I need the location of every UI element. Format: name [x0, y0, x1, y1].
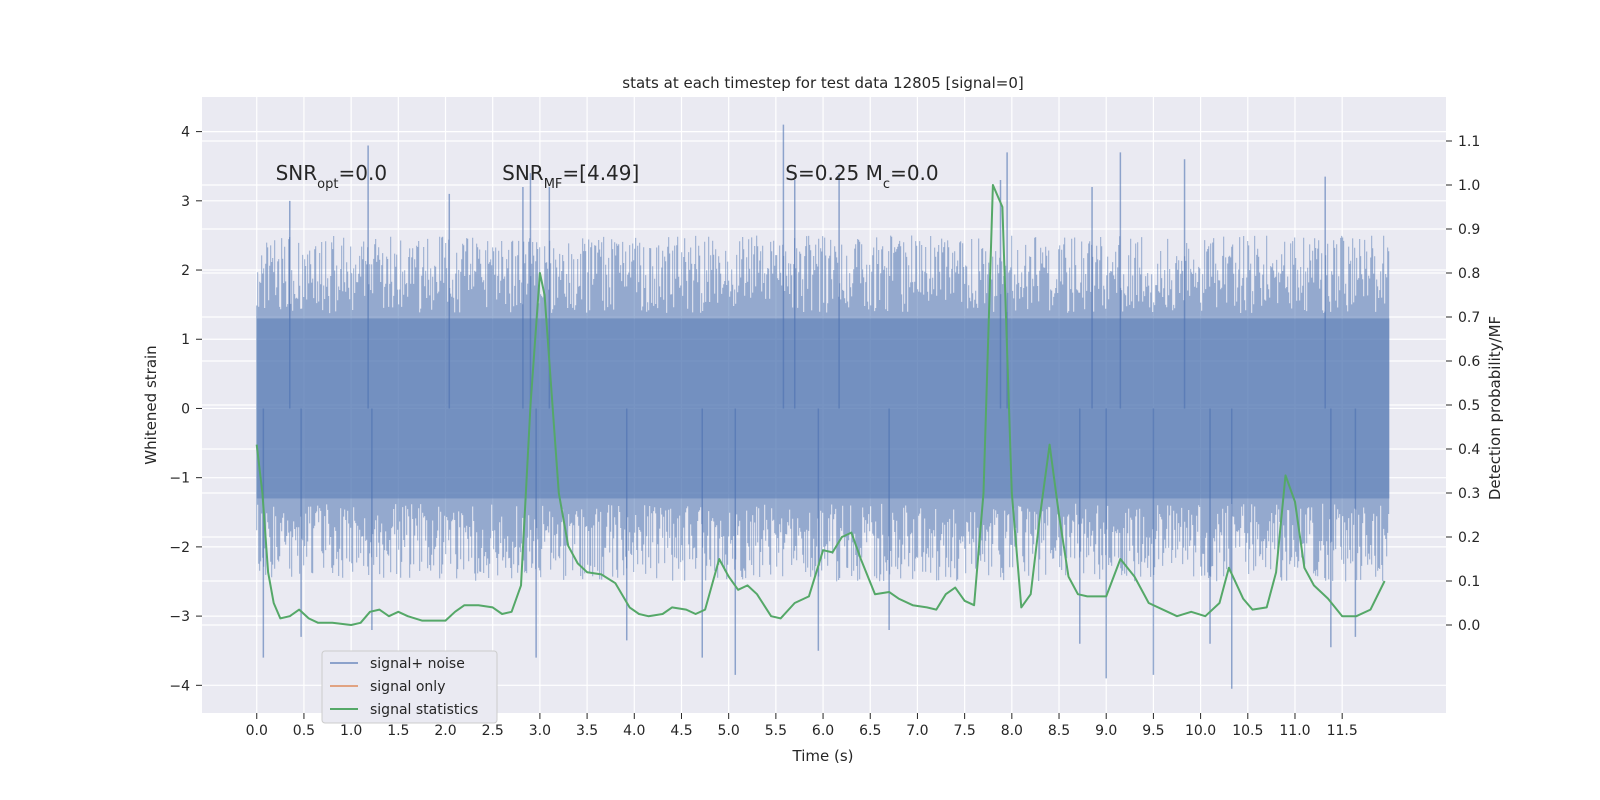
x-tick-label: 4.0 [623, 723, 645, 739]
x-tick-label: 10.0 [1185, 723, 1216, 739]
y-right-tick-label: 0.2 [1458, 530, 1480, 546]
x-tick-label: 11.0 [1279, 723, 1310, 739]
y-axis-right-label: Detection probability/MF [1486, 316, 1504, 500]
y-right-tick-label: 0.8 [1458, 266, 1480, 282]
y-axis-left-ticks: 4 3 2 1 0 −1 −2 −3 −4 [169, 125, 202, 694]
x-tick-label: 7.5 [954, 723, 976, 739]
x-tick-label: 10.5 [1232, 723, 1263, 739]
x-tick-label: 2.5 [482, 723, 504, 739]
y-axis-left-label: Whitened strain [142, 345, 160, 464]
y-right-tick-label: 0.6 [1458, 354, 1480, 370]
x-tick-label: 7.0 [906, 723, 928, 739]
y-left-tick-label: 3 [181, 194, 190, 210]
legend-label-signal-statistics: signal statistics [370, 702, 478, 718]
y-right-tick-label: 0.0 [1458, 618, 1480, 634]
signal-noise-trace [256, 235, 1390, 582]
y-right-tick-label: 1.1 [1458, 134, 1480, 150]
y-left-tick-label: −3 [169, 609, 190, 625]
x-tick-label: 0.5 [293, 723, 315, 739]
x-tick-label: 5.5 [765, 723, 787, 739]
x-tick-label: 4.5 [670, 723, 692, 739]
legend-label-signal-only: signal only [370, 679, 445, 695]
legend-label-signal-noise: signal+ noise [370, 656, 465, 672]
y-left-tick-label: 4 [181, 125, 190, 141]
y-left-tick-label: 0 [181, 401, 190, 417]
chart-title: stats at each timestep for test data 128… [622, 74, 1023, 92]
y-left-tick-label: 1 [181, 332, 190, 348]
x-tick-label: 11.5 [1327, 723, 1358, 739]
y-right-tick-label: 0.1 [1458, 574, 1480, 590]
x-axis-label: Time (s) [792, 747, 854, 765]
legend: signal+ noise signal only signal statist… [321, 650, 498, 724]
x-tick-label: 8.5 [1048, 723, 1070, 739]
x-tick-label: 9.5 [1142, 723, 1164, 739]
y-right-tick-label: 0.5 [1458, 398, 1480, 414]
y-right-tick-label: 0.3 [1458, 486, 1480, 502]
y-left-tick-label: −4 [169, 678, 190, 694]
legend-box [321, 650, 498, 724]
x-tick-label: 2.0 [434, 723, 456, 739]
x-tick-label: 8.0 [1001, 723, 1023, 739]
x-tick-label: 1.5 [387, 723, 409, 739]
x-tick-label: 0.0 [246, 723, 268, 739]
y-right-tick-label: 0.4 [1458, 442, 1480, 458]
x-tick-label: 5.0 [718, 723, 740, 739]
x-tick-label: 6.5 [859, 723, 881, 739]
x-tick-label: 3.5 [576, 723, 598, 739]
signal-statistics-line [255, 184, 1386, 626]
x-tick-label: 3.0 [529, 723, 551, 739]
x-tick-label: 1.0 [340, 723, 362, 739]
series-signal-statistics [255, 184, 1386, 626]
y-left-tick-label: −2 [169, 540, 190, 556]
signal-noise-core-band [256, 318, 1390, 499]
y-right-tick-label: 0.9 [1458, 222, 1480, 238]
y-left-tick-label: 2 [181, 263, 190, 279]
x-tick-label: 9.0 [1095, 723, 1117, 739]
y-right-tick-label: 1.0 [1458, 178, 1480, 194]
y-right-tick-label: 0.7 [1458, 310, 1480, 326]
x-axis-ticks: 0.0 0.5 1.0 1.5 2.0 2.5 3.0 3.5 4.0 4.5 5.0 5.5 6.0 6… [246, 713, 1358, 739]
y-left-tick-label: −1 [169, 471, 190, 487]
series-signal-noise [256, 124, 1390, 689]
x-tick-label: 6.0 [812, 723, 834, 739]
y-axis-right-ticks: 1.1 1.0 0.9 0.8 0.7 0.6 0.5 0.4 0.3 0.2 0.1 0.0 [1446, 134, 1480, 634]
